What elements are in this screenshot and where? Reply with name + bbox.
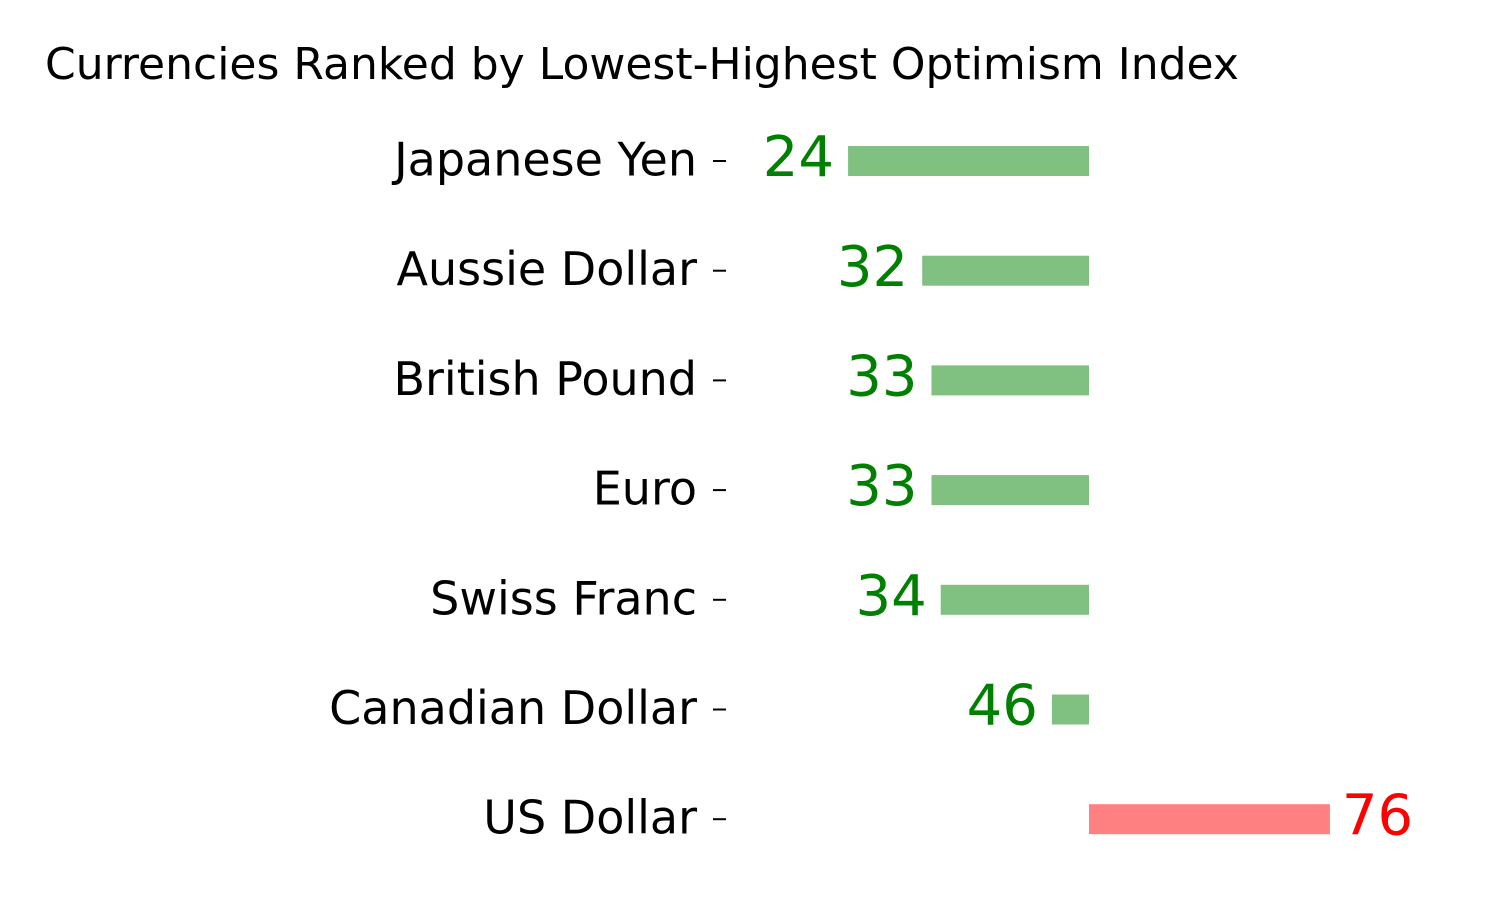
y-tick-label: Euro bbox=[593, 462, 697, 516]
bar bbox=[848, 146, 1089, 176]
data-label: 34 bbox=[855, 564, 926, 629]
bar bbox=[940, 584, 1089, 615]
y-tick-label: British Pound bbox=[393, 352, 697, 406]
data-label: 76 bbox=[1342, 783, 1413, 848]
bar bbox=[1089, 804, 1330, 835]
data-label: 24 bbox=[763, 125, 834, 190]
chart-title: Currencies Ranked by Lowest-Highest Opti… bbox=[45, 39, 1239, 90]
bar bbox=[931, 365, 1089, 396]
y-tick-label: Swiss Franc bbox=[430, 571, 697, 625]
y-tick-label: Canadian Dollar bbox=[329, 681, 697, 735]
bar bbox=[931, 475, 1089, 506]
data-label: 33 bbox=[846, 454, 917, 519]
data-label: 32 bbox=[837, 235, 908, 300]
data-label: 33 bbox=[846, 345, 917, 410]
y-tick-label: US Dollar bbox=[483, 791, 697, 845]
y-tick-label: Aussie Dollar bbox=[397, 242, 698, 296]
y-tick-label: Japanese Yen bbox=[391, 133, 697, 187]
data-label: 46 bbox=[967, 674, 1038, 739]
bar bbox=[922, 255, 1089, 286]
bar bbox=[1051, 694, 1089, 725]
